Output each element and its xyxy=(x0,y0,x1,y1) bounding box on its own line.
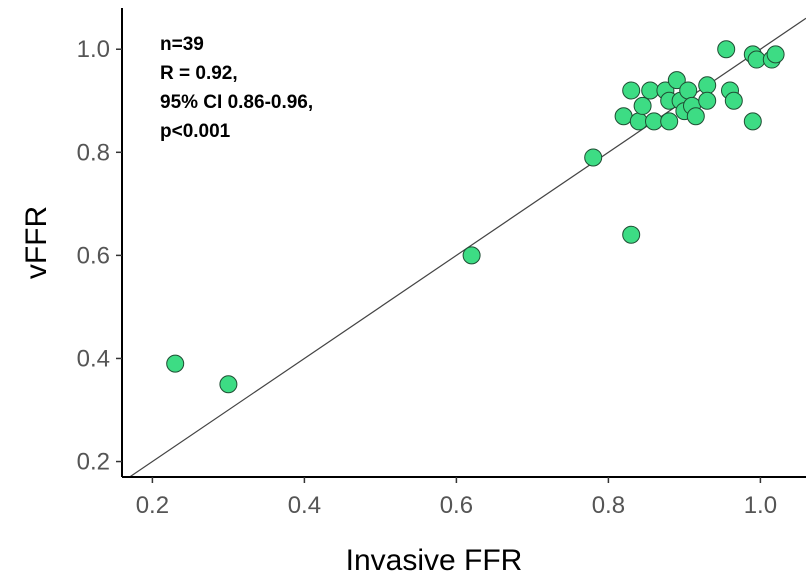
data-point-2 xyxy=(462,246,481,265)
x-axis-title: Invasive FFR xyxy=(346,544,523,577)
data-point-0 xyxy=(166,354,185,373)
data-point-7 xyxy=(629,112,648,131)
x-tick-label-4: 1.0 xyxy=(744,492,777,519)
annotation-line-3: p<0.001 xyxy=(160,121,231,142)
data-point-3 xyxy=(584,148,603,167)
data-point-10 xyxy=(645,112,663,131)
y-tick-label-2: 0.6 xyxy=(77,242,110,269)
y-axis-title: vFFR xyxy=(20,206,53,279)
data-point-20 xyxy=(698,76,717,95)
y-tick-label-1: 0.4 xyxy=(77,345,110,372)
data-point-1 xyxy=(219,375,238,394)
data-point-14 xyxy=(667,71,686,90)
data-point-9 xyxy=(641,81,660,100)
y-tick-label-3: 0.8 xyxy=(77,139,110,166)
annotation-line-0: n=39 xyxy=(160,34,204,55)
x-tick-label-1: 0.4 xyxy=(288,492,321,519)
data-point-8 xyxy=(633,96,652,115)
data-point-21 xyxy=(698,91,717,110)
x-tick-label-2: 0.6 xyxy=(440,492,473,519)
x-tick-label-3: 0.8 xyxy=(592,492,625,519)
y-tick-label-0: 0.2 xyxy=(77,449,110,476)
data-point-29 xyxy=(766,45,785,64)
data-point-22 xyxy=(717,40,736,59)
y-tick-label-4: 1.0 xyxy=(77,36,110,63)
x-tick-label-0: 0.2 xyxy=(136,492,169,519)
data-point-5 xyxy=(622,225,641,244)
data-point-13 xyxy=(660,112,679,131)
stats-annotation: n=39 R = 0.92, 95% CI 0.86-0.96, p<0.001 xyxy=(160,34,313,142)
data-point-24 xyxy=(724,91,743,110)
data-point-25 xyxy=(743,112,762,131)
annotation-line-2: 95% CI 0.86-0.96, xyxy=(160,92,313,113)
annotation-line-1: R = 0.92, xyxy=(160,63,238,84)
data-point-19 xyxy=(686,107,705,126)
data-point-4 xyxy=(614,107,633,126)
data-point-6 xyxy=(622,81,641,100)
data-point-17 xyxy=(679,81,698,100)
data-point-27 xyxy=(747,50,766,69)
